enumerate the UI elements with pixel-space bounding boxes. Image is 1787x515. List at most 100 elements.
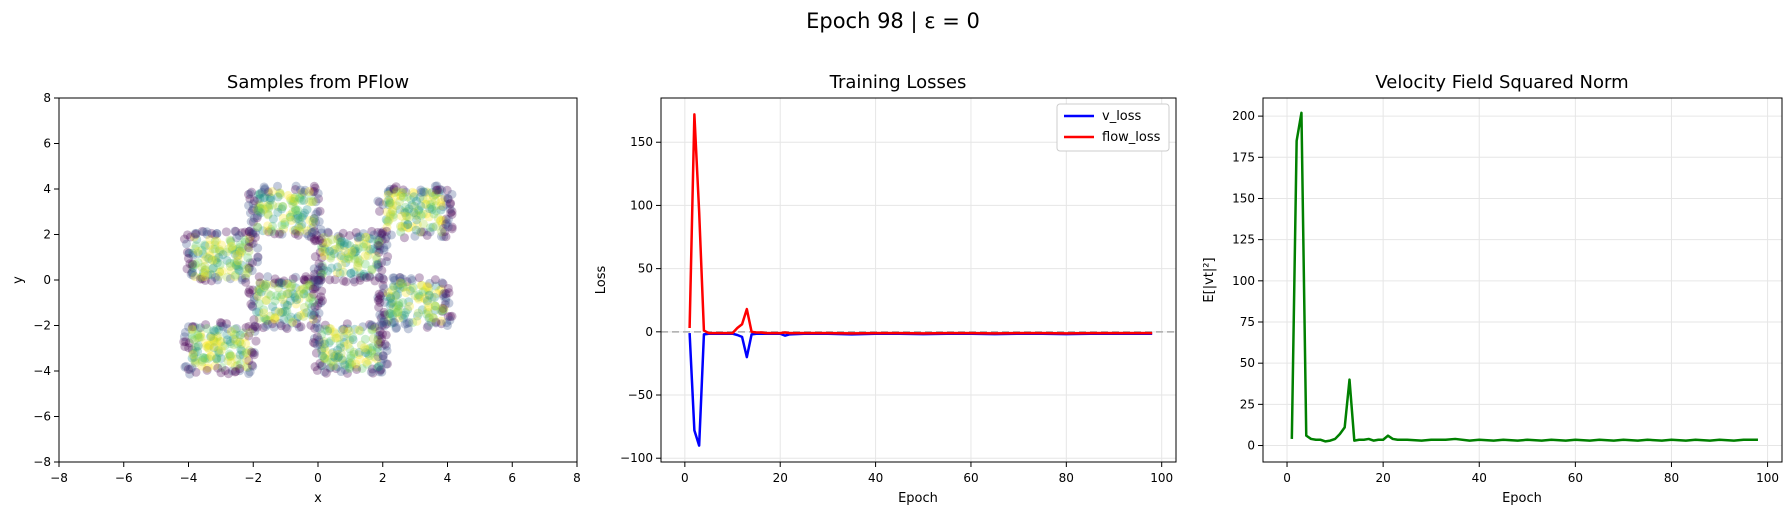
scatter-point [202,227,212,237]
scatter-point [374,339,384,349]
scatter-point [297,220,307,230]
y-tick-label: 75 [1240,315,1255,329]
scatter-point [355,273,365,283]
scatter-point [327,349,337,359]
scatter-point [244,226,254,236]
scatter-point [286,215,296,225]
scatter-point [225,351,235,361]
scatter-point [384,315,394,325]
scatter-point [376,313,386,323]
scatter-point [296,185,306,195]
scatter-point [191,355,201,365]
scatter-point [375,297,385,307]
scatter-point [296,222,306,232]
scatter-point [388,317,398,327]
scatter-point [343,253,353,263]
scatter-point [403,324,413,334]
series-line-flow-loss [688,113,1153,335]
scatter-point [375,326,385,336]
scatter-point [296,322,306,332]
scatter-point [310,323,320,333]
scatter-point [317,253,327,263]
scatter-point [242,264,252,274]
scatter-point [291,205,301,215]
scatter-point [248,199,258,209]
scatter-point [312,230,322,240]
scatter-point [198,271,208,281]
scatter-point [184,338,194,348]
scatter-point [241,339,251,349]
scatter-point [262,280,272,290]
scatter-point [382,232,392,242]
scatter-point [306,293,316,303]
x-tick-label: 80 [1059,471,1074,485]
scatter-point [206,270,216,280]
scatter-point [309,264,319,274]
y-tick-label: 0 [43,273,51,287]
scatter-point [276,292,286,302]
scatter-point [302,280,312,290]
scatter-point [274,277,284,287]
scatter-point [341,258,351,268]
scatter-point [181,361,191,371]
scatter-point [277,204,287,214]
scatter-point [336,233,346,243]
scatter-point [231,366,241,376]
scatter-point [281,322,291,332]
scatter-point [292,313,302,323]
scatter-point [267,221,277,231]
scatter-point [409,192,419,202]
scatter-point [374,362,384,372]
scatter-point [373,331,383,341]
scatter-point [375,241,385,251]
scatter-point [232,260,242,270]
scatter-point [309,186,319,196]
scatter-point [310,252,320,262]
scatter-point [282,300,292,310]
scatter-point [388,296,398,306]
scatter-point [328,356,338,366]
scatter-point [434,187,444,197]
scatter-point [365,272,375,282]
y-tick-label: 0 [645,325,653,339]
scatter-point [417,305,427,315]
scatter-point [412,220,422,230]
y-tick-label: −8 [33,455,51,469]
scatter-point [210,361,220,371]
scatter-point [316,273,326,283]
scatter-cluster [244,181,327,242]
scatter-point [246,225,256,235]
scatter-point [260,281,270,291]
scatter-point [412,316,422,326]
scatter-point [422,322,432,332]
scatter-point [326,357,336,367]
x-tick-label: 40 [1472,471,1487,485]
scatter-point [198,353,208,363]
scatter-point [210,337,220,347]
scatter-point [314,194,324,204]
scatter-point [361,232,371,242]
scatter-point [232,354,242,364]
scatter-point [306,191,316,201]
scatter-point [375,206,385,216]
scatter-point [299,302,309,312]
scatter-point [196,332,206,342]
scatter-point [360,259,370,269]
scatter-point [439,223,449,233]
scatter-point [339,332,349,342]
scatter-point [374,302,384,312]
scatter-point [241,362,251,372]
scatter-point [273,202,283,212]
scatter-point [311,318,321,328]
scatter-point [398,313,408,323]
scatter-point [445,315,455,325]
scatter-point [374,248,384,258]
scatter-point [245,328,255,338]
scatter-point [338,228,348,238]
scatter-point [311,348,321,358]
scatter-point [373,235,383,245]
scatter-point [306,320,316,330]
scatter-point [188,262,198,272]
scatter-point [247,205,257,215]
scatter-point [311,209,321,219]
